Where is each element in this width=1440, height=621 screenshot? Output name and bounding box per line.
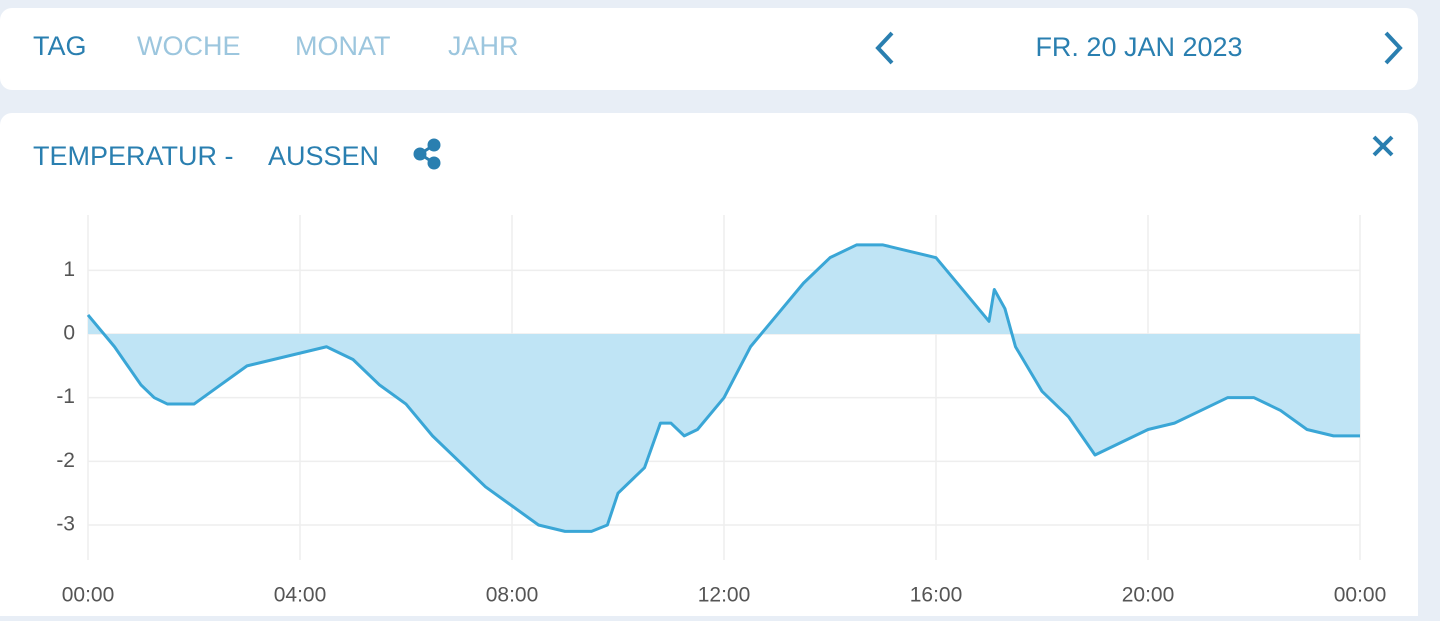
plot: 1 0 -1 -2 -3 00:00 04:00 08:00 12:00 16:00 20:00 00… <box>56 215 1386 607</box>
date: FR. 20 JAN 2023 <box>1035 32 1242 62</box>
share-icon[interactable] <box>413 138 441 170</box>
tab[interactable]: TAG <box>33 31 87 61</box>
panel-title: TEMPERATUR - <box>33 141 234 171</box>
tab[interactable]: WOCHE <box>137 31 241 61</box>
y-tick-label: -1 <box>56 385 75 408</box>
panel-subtitle: AUSSEN <box>268 141 379 171</box>
x-tick-label: 12:00 <box>698 584 751 607</box>
prev-arrow[interactable] <box>875 31 894 65</box>
nav-card <box>0 8 1418 90</box>
area <box>88 244 1360 532</box>
x-tick-label: 00:00 <box>1334 584 1387 607</box>
next-arrow[interactable] <box>1384 31 1403 65</box>
tab[interactable]: JAHR <box>448 31 519 61</box>
x-tick-label: 08:00 <box>486 584 539 607</box>
x-tick-label: 16:00 <box>910 584 963 607</box>
y-tick-label: 1 <box>63 258 75 281</box>
x-tick-label: 00:00 <box>62 584 115 607</box>
tab[interactable]: MONAT <box>295 31 391 61</box>
close-icon[interactable] <box>1372 135 1394 157</box>
y-tick-label: 0 <box>63 322 75 345</box>
x-tick-label: 20:00 <box>1122 584 1175 607</box>
line <box>86 243 1360 533</box>
x-tick-label: 04:00 <box>274 584 327 607</box>
y-tick-label: -3 <box>56 513 75 536</box>
y-tick-label: -2 <box>56 449 75 472</box>
